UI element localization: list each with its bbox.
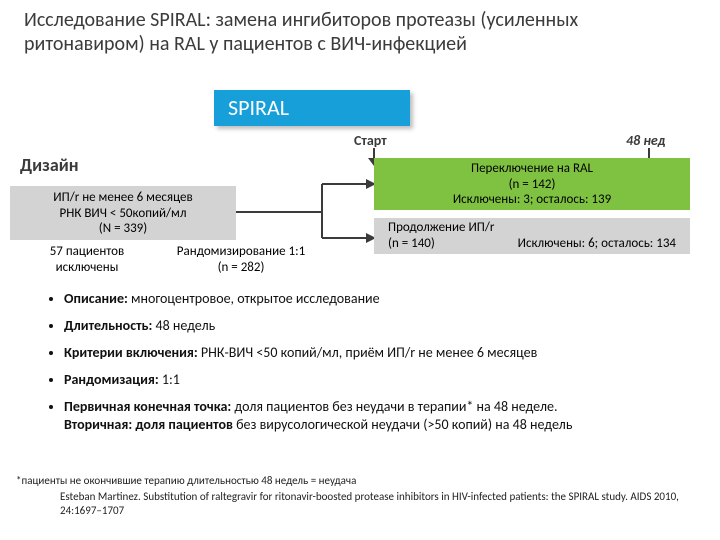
entry-criteria-box: ИП/r не менее 6 месяцев РНК ВИЧ < 50копи… xyxy=(10,186,236,240)
arm-ral-box: Переключение на RAL (n = 142) Исключены:… xyxy=(374,158,690,210)
arm-ral-l1: Переключение на RAL xyxy=(380,161,684,177)
study-details-list: Описание: многоцентровое, открытое иссле… xyxy=(46,290,686,443)
arm-ipr-l3: Исключены: 6; осталось: 134 xyxy=(518,236,676,252)
randomization-note: Рандомизирование 1:1 (n = 282) xyxy=(156,244,326,275)
timeline-end-label: 48 нед xyxy=(626,132,665,149)
list-item: Длительность: 48 недель xyxy=(64,317,686,336)
list-item: Первичная конечная точка: доля пациентов… xyxy=(64,398,686,436)
excluded-note: 57 пациентов исключены xyxy=(32,244,142,275)
entry-line3: (N = 339) xyxy=(16,221,230,237)
arm-ipr-l2: (n = 140) xyxy=(388,236,435,252)
design-heading: Дизайн xyxy=(20,154,79,176)
list-item: Описание: многоцентровое, открытое иссле… xyxy=(64,290,686,309)
entry-line2: РНК ВИЧ < 50копий/мл xyxy=(16,206,230,222)
arm-ipr-box: Продолжение ИП/r (n = 140) Исключены: 6;… xyxy=(374,218,690,254)
entry-line1: ИП/r не менее 6 месяцев xyxy=(16,190,230,206)
page-title: Исследование SPIRAL: замена ингибиторов … xyxy=(0,0,720,56)
timeline-start-label: Старт xyxy=(354,132,387,149)
list-item: Критерии включения: РНК-ВИЧ <50 копий/мл… xyxy=(64,344,686,363)
arm-ral-l2: (n = 142) xyxy=(380,177,684,193)
arm-ipr-l1: Продолжение ИП/r xyxy=(388,220,676,236)
footnote: *пациенты не окончившие терапию длительн… xyxy=(16,474,706,487)
arm-ral-l3: Исключены: 3; осталось: 139 xyxy=(380,192,684,208)
spiral-badge: SPIRAL xyxy=(214,90,410,126)
citation: Esteban Martinez. Substitution of ralteg… xyxy=(60,490,690,518)
list-item: Рандомизация: 1:1 xyxy=(64,371,686,390)
